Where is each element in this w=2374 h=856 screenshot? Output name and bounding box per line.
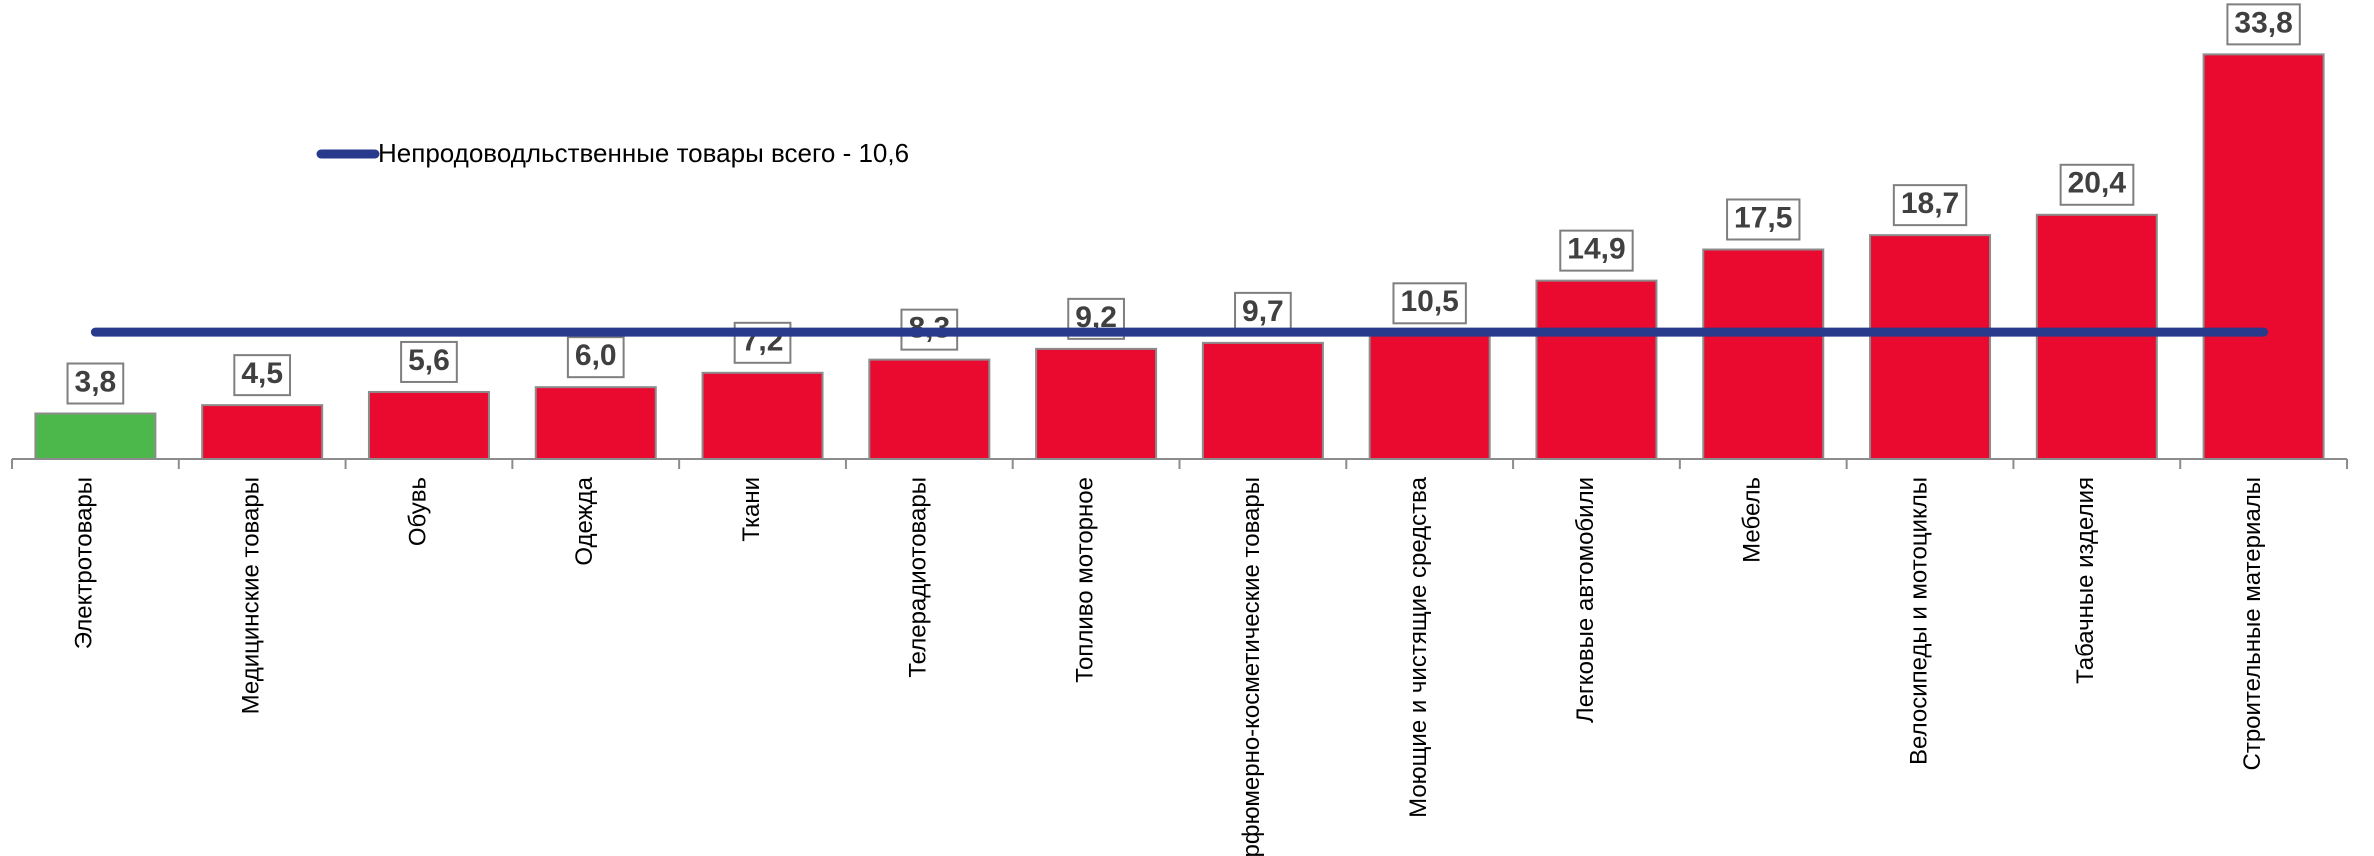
x-tick-label: Обувь: [404, 477, 431, 546]
bar: [869, 360, 989, 459]
x-tick-label: Легковые автомобили: [1572, 477, 1599, 723]
value-label: 33,8: [2234, 6, 2292, 39]
value-label: 4,5: [241, 357, 283, 390]
value-label: 6,0: [575, 339, 617, 372]
legend-label: Непродоводльственные товары всего - 10,6: [378, 138, 909, 168]
chart: Непродоводльственные товары всего - 10,6…: [0, 0, 2374, 856]
x-tick-label: Медицинские товары: [238, 477, 265, 714]
value-label: 17,5: [1734, 201, 1792, 234]
x-tick-label: Ткани: [738, 477, 765, 542]
x-tick-label: Топливо моторное: [1071, 477, 1098, 683]
bar: [1536, 281, 1656, 459]
x-tick-label: Одежда: [571, 476, 598, 565]
bar: [2037, 215, 2157, 459]
value-label: 14,9: [1567, 233, 1625, 266]
x-tick-label: Парфюмерно-косметические товары: [1238, 477, 1265, 856]
x-tick-label: Мебель: [1739, 477, 1766, 563]
x-tick-label: Электротовары: [71, 477, 98, 649]
value-label: 9,7: [1242, 295, 1284, 328]
bar: [369, 392, 489, 459]
x-tick-label: Теле­радиотовары: [905, 477, 932, 678]
bar: [1036, 349, 1156, 459]
value-label: 18,7: [1901, 187, 1959, 220]
bar: [35, 414, 155, 459]
x-tick-label: Табачные изделия: [2072, 477, 2099, 684]
value-label: 3,8: [75, 365, 117, 398]
bar: [1203, 343, 1323, 459]
bar: [1870, 235, 1990, 459]
x-tick-label: Строительные материалы: [2239, 477, 2266, 770]
bar: [536, 387, 656, 459]
bar: [202, 405, 322, 459]
value-label: 10,5: [1400, 285, 1458, 318]
bar: [2204, 54, 2324, 459]
bar: [1703, 250, 1823, 460]
bar: [703, 373, 823, 459]
bar: [1370, 333, 1490, 459]
x-tick-label: Моющие и чистящие средства: [1405, 476, 1432, 818]
x-tick-label: Велосипеды и мотоциклы: [1905, 477, 1932, 765]
value-label: 20,4: [2068, 167, 2127, 200]
value-label: 5,6: [408, 344, 450, 377]
